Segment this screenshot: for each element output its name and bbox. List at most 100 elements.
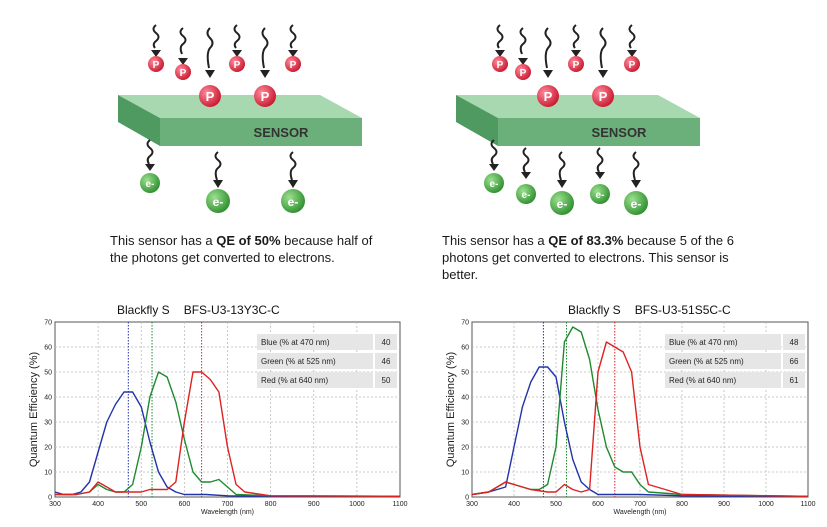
photon: P: [515, 64, 531, 80]
electron: e-: [484, 173, 504, 193]
red-series-line: [55, 371, 401, 497]
svg-text:e-: e-: [213, 195, 224, 209]
photon: P: [592, 85, 614, 107]
x-tick-label: 1000: [758, 501, 774, 508]
y-tick-label: 0: [465, 495, 469, 502]
svg-text:P: P: [180, 68, 187, 79]
legend-table-cell: [257, 334, 373, 350]
legend-table-cell: [665, 334, 781, 350]
svg-text:P: P: [290, 60, 297, 71]
svg-text:P: P: [497, 60, 504, 71]
legend-table-value: 61: [790, 376, 799, 385]
y-tick-label: 50: [44, 370, 52, 377]
y-tick-label: 50: [461, 370, 469, 377]
legend-table-cell: [665, 353, 781, 369]
svg-text:P: P: [599, 89, 608, 104]
y-tick-label: 10: [44, 470, 52, 477]
y-tick-label: 60: [461, 345, 469, 352]
legend-table-label: Red (% at 640 nm): [669, 376, 736, 385]
legend-table-label: Blue (% at 470 nm): [669, 338, 738, 347]
x-tick-label: 500: [135, 501, 147, 508]
x-tick-label: 800: [265, 501, 277, 508]
y-tick-label: 40: [44, 395, 52, 402]
y-tick-label: 0: [48, 495, 52, 502]
legend-table-cell: [665, 372, 781, 388]
legend-table-value: 66: [790, 357, 799, 366]
x-tick-label: 700: [222, 501, 234, 508]
svg-text:P: P: [573, 60, 580, 71]
chart-title-left: Blackfly S BFS-U3-13Y3C-C: [117, 303, 294, 317]
photon: P: [229, 56, 245, 72]
x-tick-label: 700: [634, 501, 646, 508]
x-tick-label: 600: [179, 501, 191, 508]
y-tick-label: 70: [44, 320, 52, 327]
photon: P: [537, 85, 559, 107]
blue-series-line: [54, 391, 401, 498]
y-tick-label: 60: [44, 345, 52, 352]
photon: P: [492, 56, 508, 72]
x-tick-label: 1000: [349, 501, 365, 508]
caption-right: This sensor has a QE of 83.3% because 5 …: [442, 233, 734, 282]
sensor-slab: SENSOR: [456, 95, 700, 146]
photon: P: [199, 85, 221, 107]
electron: e-: [206, 189, 230, 213]
x-tick-label: 900: [308, 501, 320, 508]
electron: e-: [516, 184, 536, 204]
electron: e-: [140, 173, 160, 193]
legend-table-cell: [783, 334, 805, 350]
qe-chart: 300 400 500 600 700 800 900 1000 1100 0 10 20 30 40 50…: [28, 320, 408, 517]
svg-text:P: P: [153, 60, 160, 71]
legend-table-cell: [257, 353, 373, 369]
svg-text:e-: e-: [522, 190, 531, 201]
y-tick-label: 10: [461, 470, 469, 477]
caption-left: This sensor has a QE of 50% because half…: [110, 233, 373, 265]
sensor-illustration-right: P P P P SENSOR P P: [456, 24, 700, 215]
x-tick-label: 1100: [392, 501, 407, 508]
sensor-slab: SENSOR: [118, 95, 362, 146]
legend-table-label: Green (% at 525 nm): [669, 357, 744, 366]
chart-model: BFS-U3-51S5C-C: [634, 303, 731, 317]
svg-text:e-: e-: [490, 179, 499, 190]
electron-arrows: [146, 139, 297, 181]
legend-table-value: 40: [382, 338, 391, 347]
x-tick-label: 400: [508, 501, 520, 508]
legend-table-label: Green (% at 525 nm): [261, 357, 336, 366]
legend-table-cell: [783, 372, 805, 388]
svg-text:P: P: [261, 89, 270, 104]
chart-title: Blackfly S: [568, 303, 621, 317]
x-tick-label: 900: [718, 501, 730, 508]
x-tick-label: 600: [592, 501, 604, 508]
green-series-line: [55, 371, 401, 497]
electron: e-: [550, 191, 574, 215]
x-axis-label: Wavelength (nm): [613, 509, 666, 516]
y-tick-label: 30: [44, 420, 52, 427]
electron-arrows: [490, 139, 640, 181]
x-tick-label: 500: [550, 501, 562, 508]
photon-arrows: [496, 24, 636, 69]
svg-text:e-: e-: [631, 197, 642, 211]
legend-table-label: Blue (% at 470 nm): [261, 338, 330, 347]
y-axis-label: Quantum Efficiency (%): [28, 352, 40, 467]
photon: P: [254, 85, 276, 107]
qe-chart: 300 400 500 600 700 800 900 1000 1100 0 10 20 30 40 50…: [445, 320, 816, 517]
y-tick-label: 70: [461, 320, 469, 327]
legend-table-value: 48: [790, 338, 799, 347]
y-tick-label: 30: [461, 420, 469, 427]
photon: P: [175, 64, 191, 80]
photon: P: [568, 56, 584, 72]
qe-charts: 300 400 500 600 700 800 900 1000 110001020304050…: [28, 320, 816, 517]
photon: P: [624, 56, 640, 72]
sensor-label: SENSOR: [592, 125, 648, 140]
x-tick-label: 400: [92, 501, 104, 508]
qe-highlight: QE of 83.3%: [548, 233, 624, 248]
legend-table-cell: [375, 353, 397, 369]
svg-text:P: P: [544, 89, 553, 104]
legend-table-value: 46: [382, 357, 391, 366]
legend-table-cell: [783, 353, 805, 369]
svg-text:P: P: [629, 60, 636, 71]
chart-title: Blackfly S: [117, 303, 170, 317]
y-tick-label: 40: [461, 395, 469, 402]
electron: e-: [624, 191, 648, 215]
electron: e-: [590, 184, 610, 204]
